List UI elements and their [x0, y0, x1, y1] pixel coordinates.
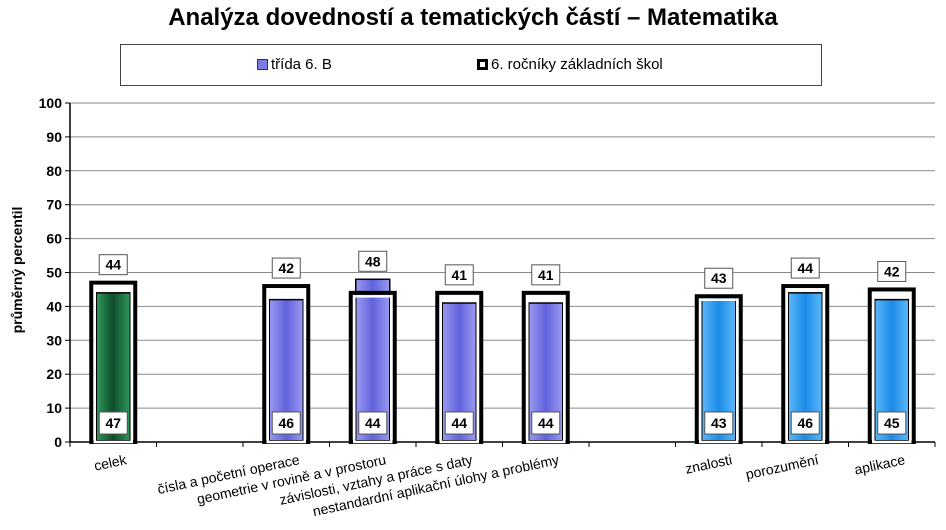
data-label-class: 44 [105, 257, 121, 273]
legend: třída 6. B 6. ročníky základních škol [120, 44, 822, 86]
data-label-box-national [271, 411, 301, 435]
legend-label-class: třída 6. B [271, 56, 332, 73]
data-label-national: 46 [797, 415, 813, 431]
legend-label-national: 6. ročníky základních škol [491, 56, 663, 73]
legend-swatch-class [257, 59, 268, 70]
y-tick-label: 10 [46, 400, 62, 416]
x-tick-label: celek [93, 451, 129, 474]
y-tick-label: 50 [46, 265, 62, 281]
data-label-national: 44 [538, 415, 554, 431]
data-label-box-class [98, 254, 128, 276]
bar-national-inner-edge [93, 284, 133, 444]
data-label-box-class [271, 257, 301, 279]
y-tick-label: 90 [46, 129, 62, 145]
data-label-class: 48 [365, 253, 381, 269]
data-label-box-national [877, 411, 907, 435]
data-label-national: 47 [105, 415, 121, 431]
data-label-class: 43 [711, 270, 727, 286]
y-tick-label: 80 [46, 163, 62, 179]
data-label-box-class [531, 264, 561, 286]
data-label-box-national [444, 411, 474, 435]
y-tick-label: 60 [46, 231, 62, 247]
data-label-national: 45 [884, 415, 900, 431]
data-label-box-class [790, 257, 820, 279]
data-label-box-class [877, 260, 907, 282]
y-tick-label: 0 [54, 434, 62, 450]
data-label-national: 44 [451, 415, 467, 431]
data-label-box-national [790, 411, 820, 435]
legend-item-national: 6. ročníky základních škol [477, 56, 663, 73]
bar-national-inner-edge [439, 295, 479, 444]
data-label-box-class [444, 264, 474, 286]
data-label-box-class [358, 250, 388, 272]
y-tick-label: 70 [46, 197, 62, 213]
data-label-box-national [358, 411, 388, 435]
data-label-box-national [98, 411, 128, 435]
y-tick-label: 100 [39, 95, 63, 111]
data-label-box-national [531, 411, 561, 435]
bar-national-inner-edge [266, 288, 306, 444]
data-label-box-class [704, 267, 734, 289]
data-label-national: 46 [278, 415, 294, 431]
y-tick-label: 40 [46, 298, 62, 314]
data-label-class: 41 [451, 267, 467, 283]
bar-national-inner-edge [872, 291, 912, 444]
chart-title: Analýza dovedností a tematických částí –… [168, 4, 778, 31]
y-tick-label: 20 [46, 366, 62, 382]
data-label-class: 42 [278, 260, 294, 276]
bar-national-inner-edge [526, 295, 566, 444]
bar-national-inner-edge [785, 288, 825, 444]
y-tick-label: 30 [46, 332, 62, 348]
data-label-national: 44 [365, 415, 381, 431]
data-label-national: 43 [711, 415, 727, 431]
bar-national-inner-edge [699, 298, 739, 444]
x-tick-label: porozumění [744, 451, 820, 482]
data-label-class: 41 [538, 267, 554, 283]
y-axis-label: průměrný percentil [9, 207, 25, 334]
legend-swatch-national [477, 59, 488, 70]
data-label-class: 42 [884, 263, 900, 279]
x-tick-label: znalosti [684, 451, 734, 477]
legend-item-class: třída 6. B [257, 56, 332, 73]
x-tick-label: aplikace [853, 451, 907, 477]
bar-national-inner-edge [353, 295, 393, 444]
data-label-class: 44 [797, 260, 813, 276]
data-label-box-national [704, 411, 734, 435]
